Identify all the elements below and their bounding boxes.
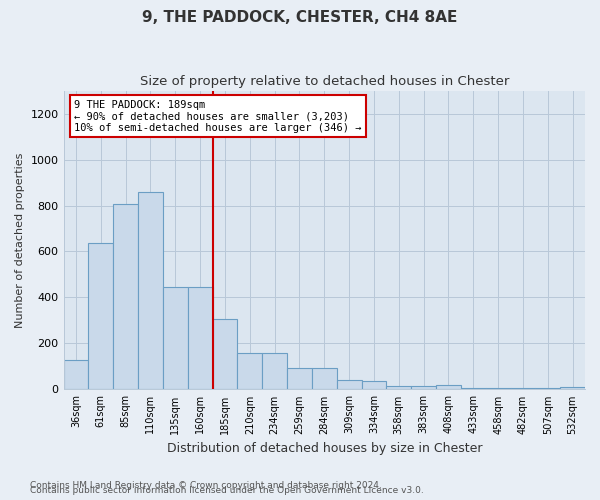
Bar xyxy=(362,382,386,390)
Bar xyxy=(188,287,212,390)
Bar xyxy=(113,204,138,390)
Text: Contains public sector information licensed under the Open Government Licence v3: Contains public sector information licen… xyxy=(30,486,424,495)
Text: Contains HM Land Registry data © Crown copyright and database right 2024.: Contains HM Land Registry data © Crown c… xyxy=(30,481,382,490)
Bar xyxy=(386,386,411,390)
Bar xyxy=(411,386,436,390)
Bar xyxy=(138,192,163,390)
Bar xyxy=(238,352,262,390)
Bar xyxy=(163,287,188,390)
Bar xyxy=(511,388,535,390)
Bar xyxy=(560,387,585,390)
Title: Size of property relative to detached houses in Chester: Size of property relative to detached ho… xyxy=(140,75,509,88)
Bar xyxy=(287,368,312,390)
Bar xyxy=(535,388,560,390)
Bar xyxy=(212,320,238,390)
Bar xyxy=(485,388,511,390)
X-axis label: Distribution of detached houses by size in Chester: Distribution of detached houses by size … xyxy=(167,442,482,455)
Bar xyxy=(461,388,485,390)
Text: 9, THE PADDOCK, CHESTER, CH4 8AE: 9, THE PADDOCK, CHESTER, CH4 8AE xyxy=(142,10,458,25)
Bar xyxy=(88,244,113,390)
Bar xyxy=(312,368,337,390)
Bar xyxy=(262,352,287,390)
Text: 9 THE PADDOCK: 189sqm
← 90% of detached houses are smaller (3,203)
10% of semi-d: 9 THE PADDOCK: 189sqm ← 90% of detached … xyxy=(74,100,361,132)
Y-axis label: Number of detached properties: Number of detached properties xyxy=(15,152,25,328)
Bar xyxy=(337,380,362,390)
Bar xyxy=(436,385,461,390)
Bar xyxy=(64,360,88,390)
